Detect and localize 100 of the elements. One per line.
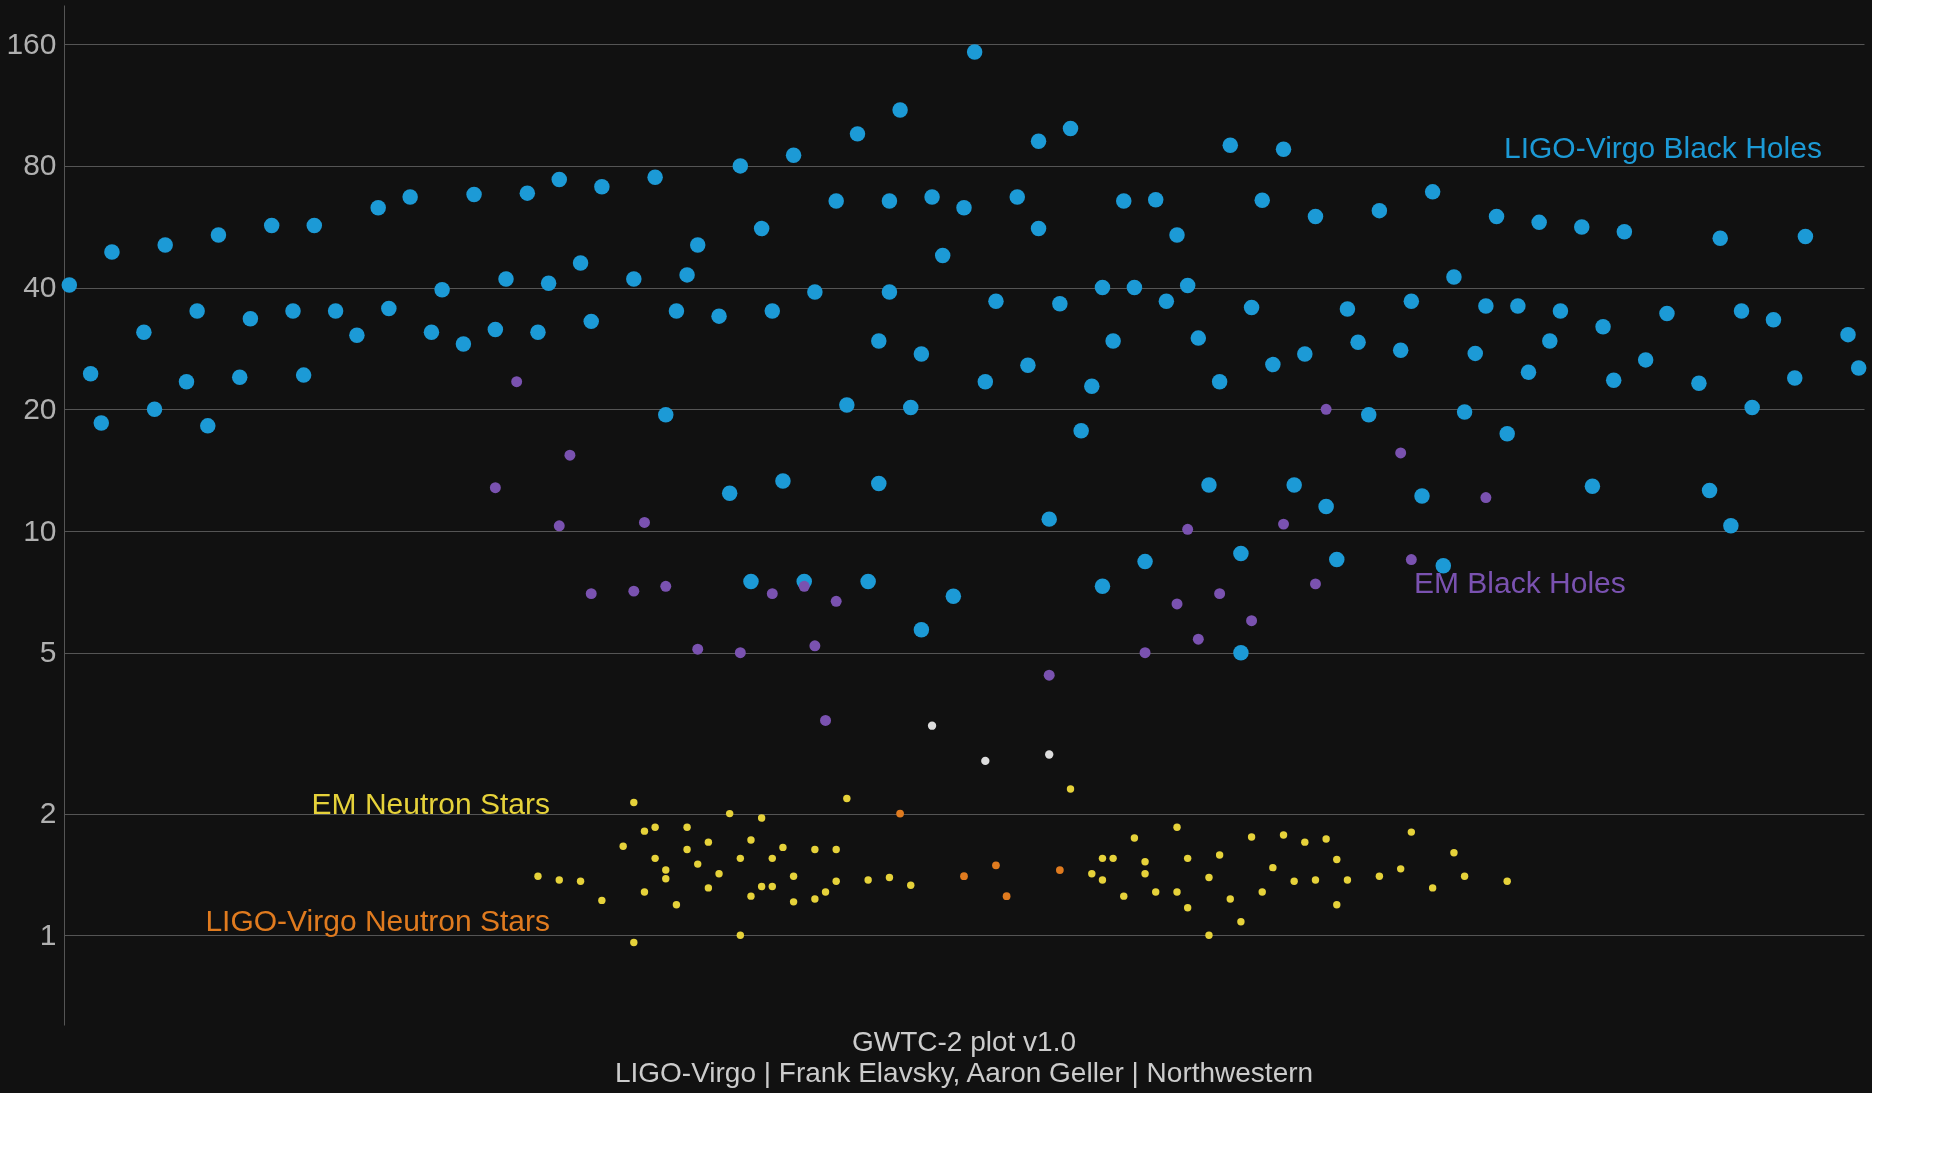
point (1407, 828, 1416, 836)
point (1183, 854, 1192, 863)
point (981, 756, 990, 766)
point (1247, 833, 1256, 841)
point (534, 872, 542, 880)
point (1233, 545, 1249, 562)
text: GWTC-2 plot v1.0 (851, 1026, 1077, 1057)
point (1002, 892, 1011, 900)
y-tick-label: 1 (39, 917, 57, 951)
point (1088, 870, 1096, 878)
point (1290, 877, 1298, 886)
point (576, 877, 585, 886)
point (640, 888, 649, 896)
point (809, 640, 821, 652)
point (1237, 918, 1245, 926)
y-tick-label: 10 (23, 513, 57, 547)
point (734, 647, 746, 659)
point (1173, 888, 1181, 896)
point (798, 580, 810, 592)
y-tick-label: 2 (39, 796, 57, 830)
point (1183, 904, 1192, 912)
point (913, 621, 930, 638)
point (1278, 518, 1289, 530)
point (630, 938, 638, 947)
point (736, 854, 745, 863)
point (766, 588, 778, 600)
series-label: EM Black Holes (1414, 565, 1626, 599)
point (628, 585, 640, 597)
point (1130, 834, 1139, 842)
y-tick-label: 160 (6, 26, 57, 60)
point (555, 876, 563, 884)
point (683, 845, 691, 854)
point (598, 896, 606, 905)
point (871, 475, 887, 492)
point (1171, 598, 1183, 610)
point (789, 872, 798, 880)
point (820, 714, 832, 726)
point (881, 193, 898, 209)
point (927, 721, 937, 730)
point (1301, 838, 1309, 846)
point (864, 876, 872, 884)
point (1428, 884, 1437, 892)
point (651, 823, 659, 831)
series-label: EM Neutron Stars (311, 787, 550, 821)
point (832, 877, 840, 886)
point (1279, 831, 1288, 839)
point (1152, 888, 1160, 896)
point (511, 376, 523, 388)
point (1311, 876, 1320, 884)
point (553, 520, 565, 532)
point (1333, 901, 1341, 909)
point (747, 892, 755, 900)
y-tick-label: 20 (23, 391, 57, 425)
series-label: LIGO-Virgo Black Holes (1504, 131, 1822, 165)
point (1109, 854, 1117, 863)
point (1043, 669, 1055, 681)
point (660, 580, 672, 592)
point (1045, 750, 1054, 759)
point (1320, 403, 1332, 415)
point (1450, 849, 1458, 857)
point (821, 888, 830, 896)
point (1030, 220, 1047, 237)
point (1141, 870, 1149, 878)
point (1120, 892, 1128, 900)
point (1182, 523, 1194, 535)
point (1094, 279, 1111, 296)
point (843, 794, 851, 803)
point (768, 854, 776, 863)
point (811, 845, 819, 854)
point (640, 827, 649, 835)
point (694, 860, 702, 868)
point (885, 873, 894, 882)
point (811, 895, 819, 903)
point (715, 870, 723, 878)
y-tick-label: 40 (23, 270, 57, 304)
point (704, 884, 713, 892)
point (789, 898, 798, 906)
point (489, 482, 501, 494)
text: LIGO-Virgo | Frank Elavsky, Aaron Geller | Northwestern (614, 1057, 1314, 1088)
point (1343, 876, 1352, 884)
point (1205, 873, 1213, 882)
point (662, 866, 670, 874)
point (907, 881, 915, 889)
point (779, 843, 787, 852)
point (651, 854, 659, 863)
point (1205, 931, 1213, 940)
point (1226, 895, 1234, 903)
point (757, 814, 766, 822)
point (1405, 554, 1417, 566)
point (1173, 823, 1181, 831)
point (1246, 615, 1258, 627)
point (1139, 647, 1151, 659)
point (662, 875, 670, 883)
point (747, 836, 755, 844)
point (757, 882, 766, 891)
point (692, 643, 704, 655)
point (1215, 851, 1224, 859)
point (1396, 865, 1405, 873)
point (832, 845, 840, 854)
point (1310, 578, 1321, 590)
